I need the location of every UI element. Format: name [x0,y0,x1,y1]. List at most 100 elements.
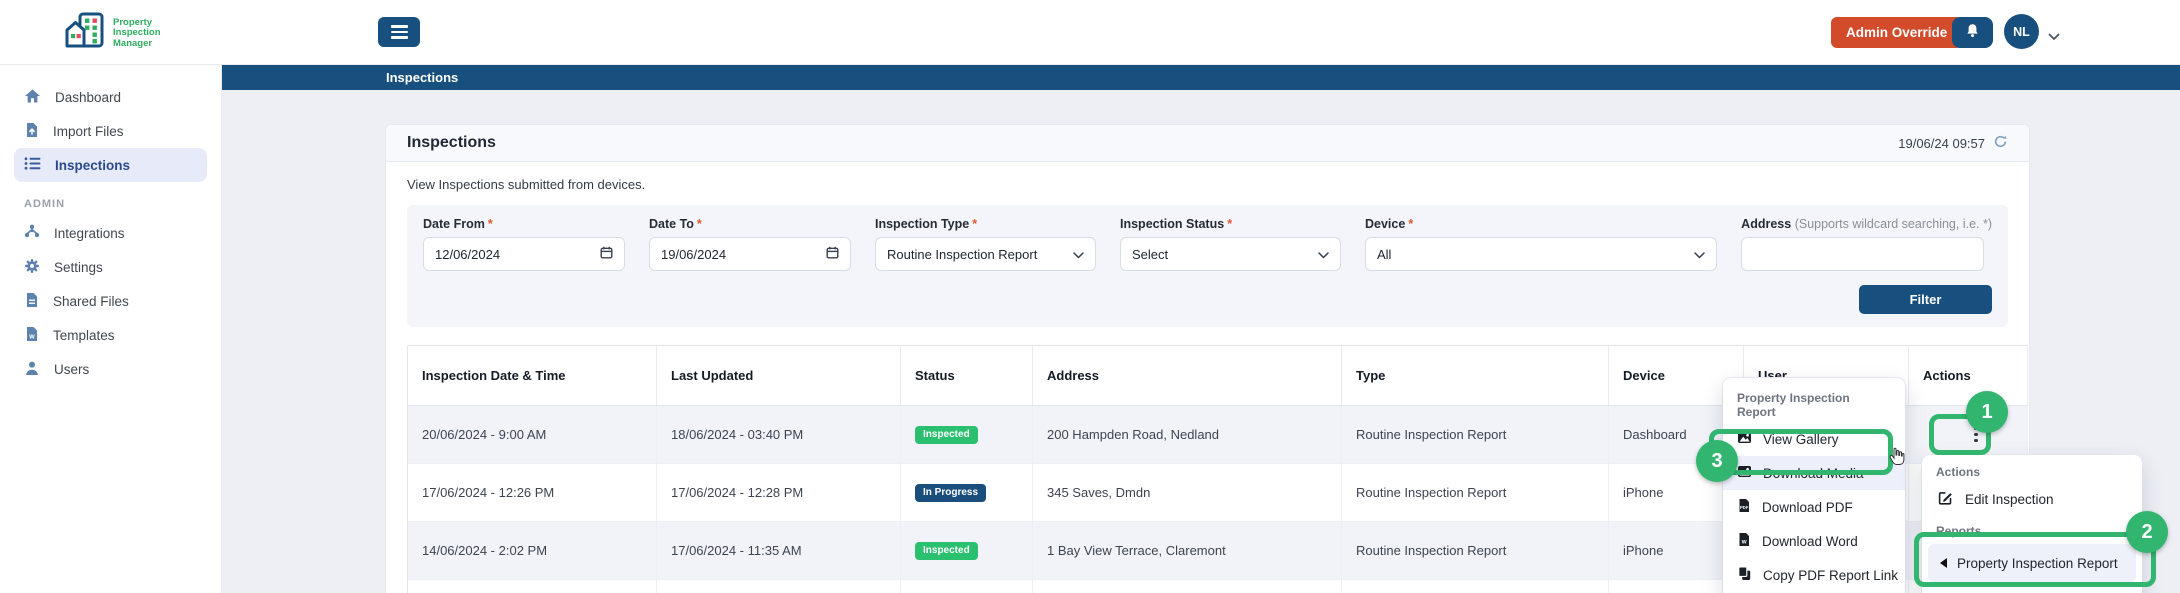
word-file-icon: w [1737,532,1751,550]
user-icon [24,360,40,379]
file-icon [24,292,39,311]
date-from-value: 12/06/2024 [435,246,501,262]
user-avatar[interactable]: NL [2004,14,2039,49]
sidebar-toggle-button[interactable] [378,17,420,47]
inspection-status-select[interactable]: Select [1120,237,1341,271]
menu-item-label: Download Media [1763,465,1864,481]
column-header: Last Updated [656,345,901,406]
annotation-step-3: 3 [1696,440,1738,482]
edit-icon [1938,490,1953,508]
field-label: Device [1365,217,1406,231]
column-header: Inspection Date & Time [407,345,657,406]
report-submenu-header: Property Inspection Report [1737,391,1850,419]
date-from-input[interactable]: 12/06/2024 [423,237,625,271]
sidebar-item-label: Inspections [55,157,131,173]
menu-item-label: Copy PDF Report Link [1763,567,1899,583]
app-logo: Property Inspection Manager [64,12,161,55]
reports-section-label: Reports [1936,524,1982,538]
copy-icon [1737,566,1752,584]
cell-address: 1 Bay View Terrace, Claremont [1032,521,1342,580]
column-header: Status [900,345,1033,406]
cell-updated: 17/06/2024 - 11:35 AM [656,521,901,580]
required-asterisk: * [487,217,493,231]
sidebar-item-dashboard[interactable]: Dashboard [0,80,221,114]
word-file-icon: w [24,326,39,345]
cell-device: Dashboard [1608,405,1744,464]
pdf-file-icon: PDF [1737,498,1751,516]
cell-updated: 17/06/2024 - 12:28 PM [656,463,901,522]
menu-item-property-inspection-report[interactable]: Property Inspection Report [1928,544,2136,582]
caret-left-icon [1940,556,1947,571]
annotation-step-1: 1 [1966,391,2008,433]
address-input[interactable] [1741,237,1985,271]
sidebar-item-import-files[interactable]: Import Files [0,114,221,148]
sidebar-section-admin: ADMIN [24,198,66,210]
cell-date: 17/06/2024 - 12:26 PM [407,463,657,522]
sidebar-item-label: Users [54,361,90,377]
field-label: Address [1741,217,1792,231]
menu-item-label: Edit Inspection [1965,491,2054,507]
notifications-button[interactable] [1952,17,1993,48]
menu-item-view-gallery[interactable]: View Gallery [1723,422,1905,456]
menu-item-download-pdf[interactable]: PDF Download PDF [1723,490,1905,524]
filter-button[interactable]: Filter [1859,285,1992,314]
cell-address: 345 Saves, Dmdn [1032,463,1342,522]
menu-item-download-media[interactable]: Download Media [1723,456,1905,490]
column-header: Actions [1908,345,2028,406]
cell-date: 20/06/2024 - 9:00 AM [407,405,657,464]
refresh-icon[interactable] [1993,134,2008,152]
menu-item-copy-pdf-report-link[interactable]: Copy PDF Report Link [1723,558,1905,592]
column-header: Device [1608,345,1744,406]
calendar-icon[interactable] [826,246,839,262]
filter-device: Device * All [1365,217,1718,271]
sidebar-item-shared-files[interactable]: Shared Files [0,284,221,318]
field-hint: (Supports wildcard searching, i.e. *) [1794,217,1992,231]
menu-item-edit-inspection[interactable]: Edit Inspection [1922,482,2142,516]
report-submenu: Property Inspection Report View Gallery … [1723,378,1905,593]
card-header: Inspections 19/06/24 09:57 [386,125,2029,162]
field-label: Inspection Status [1120,217,1225,231]
filter-inspection-type: Inspection Type * Routine Inspection Repo… [875,217,1096,271]
device-value: All [1377,246,1392,262]
device-select[interactable]: All [1365,237,1718,271]
breadcrumb-title: Inspections [386,70,459,85]
field-label: Inspection Type [875,217,970,231]
page-title: Inspections [407,134,496,151]
inspection-status-value: Select [1132,246,1169,262]
menu-item-download-word[interactable]: w Download Word [1723,524,1905,558]
last-refreshed-timestamp: 19/06/24 09:57 [1898,135,1985,151]
sidebar-item-label: Shared Files [53,293,129,309]
chevron-down-icon[interactable] [2048,28,2060,46]
page-subtitle: View Inspections submitted from devices. [407,177,646,192]
annotation-step-2: 2 [2126,511,2168,553]
sidebar-item-settings[interactable]: Settings [0,250,221,284]
status-badge: In Progress [915,484,987,502]
home-icon [24,88,41,107]
integrations-icon [24,224,40,242]
menu-item-label: View Gallery [1763,431,1839,447]
svg-text:w: w [28,333,35,340]
filter-panel: Date From * 12/06/2024 Date To * 19/06/202… [407,205,2008,327]
required-asterisk: * [696,217,702,231]
sidebar-item-integrations[interactable]: Integrations [0,216,221,250]
sidebar-item-users[interactable]: Users [0,352,221,386]
cell-type: Routine Inspection Report [1341,405,1609,464]
date-to-input[interactable]: 19/06/2024 [649,237,851,271]
cell-type: Routine Inspection Report [1341,521,1609,580]
date-to-value: 19/06/2024 [661,246,727,262]
row-actions-menu: Actions Edit Inspection Reports Property… [1922,455,2142,593]
chevron-down-icon [1073,247,1084,262]
cell-type: Routine Inspection Report [1341,463,1609,522]
filter-inspection-status: Inspection Status * Select [1120,217,1341,271]
required-asterisk: * [1227,217,1233,231]
required-asterisk: * [972,217,978,231]
admin-override-button[interactable]: Admin Override [1831,17,1963,48]
filter-address: Address (Supports wildcard searching, i.… [1741,217,1992,271]
sidebar-item-inspections[interactable]: Inspections [14,148,207,182]
calendar-icon[interactable] [600,246,613,262]
top-bar: Property Inspection Manager Admin Overri… [0,0,2180,65]
sidebar-item-templates[interactable]: w Templates [0,318,221,352]
inspection-type-select[interactable]: Routine Inspection Report [875,237,1096,271]
chevron-down-icon [1694,247,1705,262]
chevron-down-icon [1318,247,1329,262]
